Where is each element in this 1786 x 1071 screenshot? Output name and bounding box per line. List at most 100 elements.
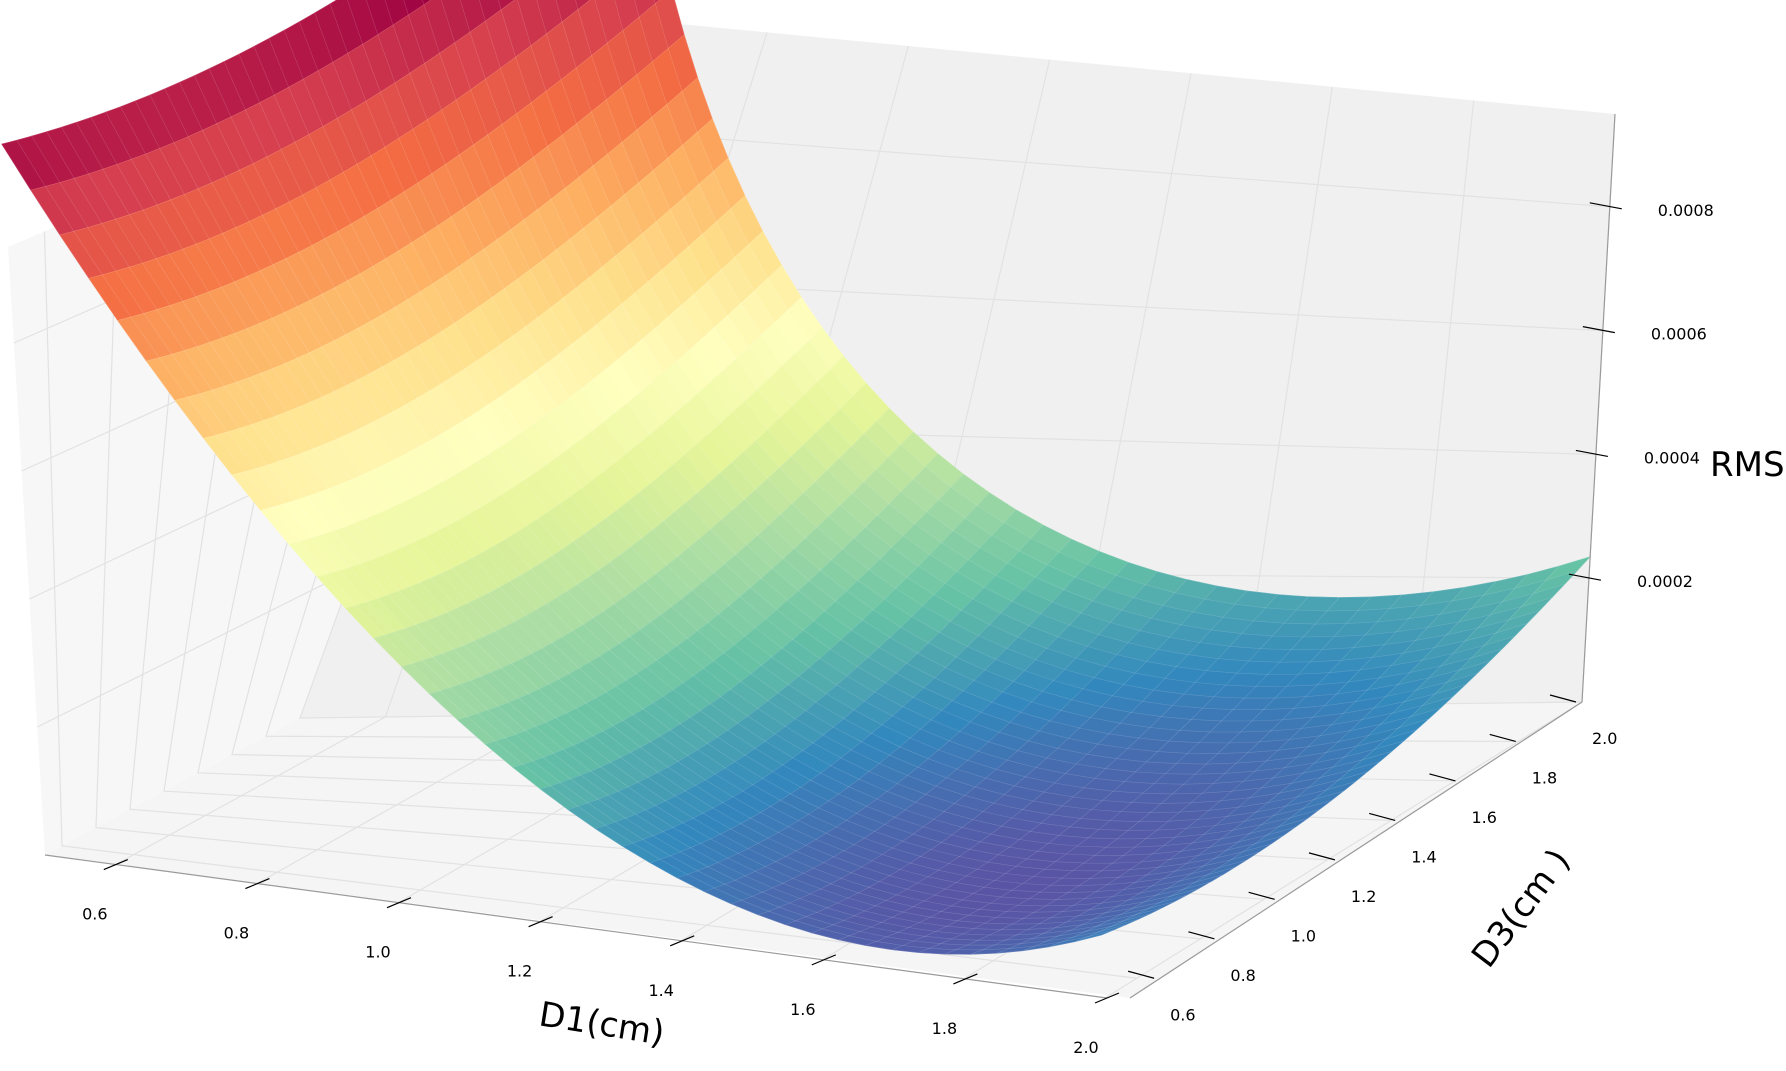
surface-facet <box>1075 929 1114 942</box>
mesh-line-y <box>649 538 1072 864</box>
x-tick-label: 1.0 <box>365 943 390 962</box>
mesh-line-y <box>1101 556 1591 936</box>
axis-ticks: 0.6 0.8 1.0 1.2 1.4 1.6 1.8 2.0 0.6 0.8 1.0 1.2 1.4 1… <box>82 201 1714 1057</box>
mesh-line-y <box>970 591 1434 955</box>
mesh-line-x <box>594 0 1540 651</box>
mesh-line-x <box>90 117 1175 925</box>
y-tick-mark <box>1549 694 1577 703</box>
y-tick-mark <box>1248 891 1275 900</box>
mesh-line-x <box>16 140 1114 951</box>
mesh-line-y <box>944 594 1402 955</box>
x-tick-mark <box>528 916 553 928</box>
axis-lines <box>44 113 1616 999</box>
x-tick-mark <box>953 973 978 985</box>
grid-line-y <box>43 231 1137 979</box>
mesh-line-x <box>460 0 1453 733</box>
mesh-line-y <box>758 579 1188 916</box>
mesh-line-y <box>595 509 1017 829</box>
z-tick-label: 0.0008 <box>1658 201 1714 220</box>
y-tick-label: 1.0 <box>1291 926 1316 945</box>
mesh-line-y <box>918 596 1371 953</box>
x-tick-mark <box>103 858 129 871</box>
y-tick-label: 1.4 <box>1411 847 1436 866</box>
mesh-line-x <box>517 0 1490 699</box>
z-tick-mark <box>1582 326 1615 334</box>
mesh-line-y <box>457 408 890 720</box>
z-axis-title: RMS <box>1710 445 1785 485</box>
mesh-line-y <box>1049 574 1528 948</box>
mesh-line-x <box>76 122 1163 931</box>
mesh-line-y <box>704 562 1129 892</box>
mesh-line-y <box>288 231 764 545</box>
mesh-line-x <box>498 0 1478 710</box>
mesh-line-y <box>1075 565 1560 942</box>
mesh-line-y <box>345 297 802 609</box>
mesh-line-x <box>179 82 1247 886</box>
mesh-line-y <box>401 355 844 667</box>
mesh-line-y <box>512 453 939 768</box>
y-tick-mark <box>1369 812 1396 821</box>
mesh-line-x <box>614 0 1553 638</box>
mesh-line-y <box>677 551 1100 879</box>
x-axis-line <box>44 854 1108 999</box>
mesh-line-y <box>59 0 515 236</box>
mesh-line-x <box>654 0 1578 612</box>
y-axis-title: D3(cm ) <box>1464 842 1578 975</box>
x-tick-mark <box>1094 992 1120 1004</box>
mesh-line-y <box>260 195 746 511</box>
mesh-line-y <box>429 382 867 695</box>
y-tick-mark <box>1489 733 1516 743</box>
mesh-line-y <box>232 157 729 476</box>
mesh-line-x <box>135 100 1211 907</box>
z-axis-line <box>1581 113 1616 703</box>
x-tick-label: 0.6 <box>82 905 107 924</box>
surface-mesh <box>1 0 1592 955</box>
x-tick-mark <box>245 878 270 890</box>
y-tick-label: 0.6 <box>1170 1005 1195 1024</box>
mesh-line-y <box>811 590 1248 934</box>
surface-facet <box>498 0 515 11</box>
mesh-line-y <box>865 596 1309 946</box>
mesh-line-y <box>1 0 338 145</box>
mesh-line-x <box>46 131 1138 941</box>
mesh-line-x <box>575 0 1528 663</box>
mesh-line-x <box>105 111 1187 919</box>
mesh-line-y <box>146 34 685 362</box>
mesh-line-y <box>203 118 713 439</box>
mesh-line-y <box>174 77 698 401</box>
z-tick-mark <box>1568 573 1602 581</box>
mesh-line-x <box>479 0 1466 722</box>
x-tick-mark <box>386 897 412 909</box>
y-tick-mark <box>1127 970 1155 979</box>
x-axis-title: D1(cm) <box>536 995 667 1054</box>
mesh-line-x <box>61 127 1151 936</box>
mesh-line-y <box>485 431 914 745</box>
mesh-line-y <box>540 473 964 790</box>
mesh-line-y <box>317 264 782 578</box>
mesh-line-x <box>422 0 1429 754</box>
x-tick-label: 1.6 <box>790 1000 815 1019</box>
y-tick-mark <box>1188 931 1215 940</box>
mesh-line-x <box>268 38 1320 840</box>
mesh-line-x <box>555 0 1515 675</box>
mesh-line-x <box>149 94 1223 900</box>
z-tick-label: 0.0002 <box>1637 572 1693 591</box>
y-tick-label: 0.8 <box>1230 966 1255 985</box>
mesh-line-x <box>208 68 1271 872</box>
z-tick-mark <box>1589 202 1622 210</box>
mesh-line-y <box>30 0 432 191</box>
x-tick-label: 1.2 <box>507 962 532 981</box>
y-tick-label: 1.2 <box>1351 887 1376 906</box>
mesh-line-y <box>784 585 1217 925</box>
y-tick-label: 2.0 <box>1592 729 1617 748</box>
x-tick-label: 1.8 <box>932 1019 957 1038</box>
mesh-line-y <box>838 594 1278 941</box>
z-tick-label: 0.0006 <box>1651 325 1707 344</box>
mesh-line-x <box>384 0 1404 775</box>
mesh-line-y <box>373 327 823 639</box>
mesh-line-y <box>731 571 1158 905</box>
mesh-line-x <box>299 21 1344 822</box>
mesh-line-x <box>223 61 1284 864</box>
